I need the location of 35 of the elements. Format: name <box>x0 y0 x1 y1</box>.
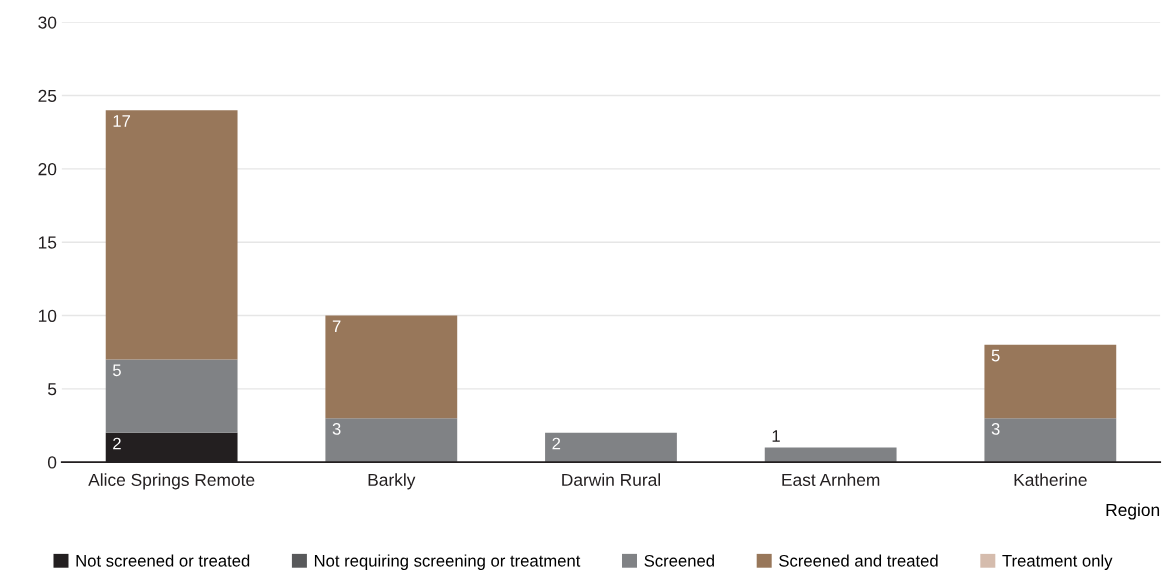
bar <box>764 447 897 463</box>
data-label: 7 <box>332 320 341 332</box>
legend-label: Screened <box>644 554 714 567</box>
y-tick-label: 0 <box>47 456 57 469</box>
data-label: 2 <box>113 437 121 450</box>
data-label: 3 <box>332 423 341 435</box>
x-tick-label: East Arnhem <box>782 473 880 487</box>
legend-label: Not screened or treated <box>76 554 250 567</box>
legend-label: Not requiring screening or treatment <box>314 554 581 570</box>
bar <box>545 432 677 463</box>
bar <box>105 359 238 433</box>
y-tick-label: 25 <box>38 89 57 103</box>
data-label: 5 <box>112 364 121 377</box>
legend-label: Treatment only <box>1002 554 1113 570</box>
y-tick-label: 30 <box>38 16 57 29</box>
bar <box>105 110 238 360</box>
y-tick-label: 20 <box>38 163 57 176</box>
bar <box>984 344 1117 419</box>
data-label: 17 <box>113 115 131 127</box>
y-tick-label: 5 <box>47 383 57 396</box>
data-label: 5 <box>991 349 1000 362</box>
x-tick-label: Barkly <box>368 473 416 490</box>
x-tick-label: Katherine <box>1014 473 1087 487</box>
legend-label: Screened and treated <box>779 554 938 567</box>
x-axis-title: Region <box>1106 503 1160 520</box>
bar <box>325 315 458 419</box>
bar <box>984 418 1117 463</box>
data-label: 3 <box>991 423 1000 435</box>
bar <box>325 418 458 463</box>
x-tick-label: Darwin Rural <box>562 473 660 487</box>
x-tick-label: Alice Springs Remote <box>88 473 255 490</box>
y-tick-label: 15 <box>38 236 57 249</box>
data-label: 1 <box>772 430 780 442</box>
data-label: 2 <box>552 437 561 450</box>
y-tick-label: 10 <box>38 309 57 322</box>
